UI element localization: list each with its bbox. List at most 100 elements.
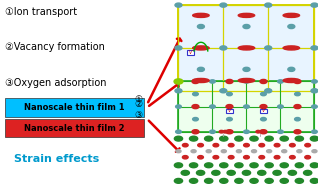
Ellipse shape [193, 13, 209, 17]
Circle shape [250, 163, 258, 168]
Circle shape [182, 143, 188, 147]
Text: ②Vacancy formation: ②Vacancy formation [4, 42, 104, 52]
Circle shape [176, 150, 181, 153]
Circle shape [312, 150, 317, 153]
Circle shape [175, 46, 182, 50]
Ellipse shape [238, 46, 255, 50]
Circle shape [227, 170, 235, 175]
Circle shape [244, 80, 249, 83]
Circle shape [223, 130, 227, 133]
Circle shape [273, 170, 281, 175]
Circle shape [265, 136, 273, 141]
Circle shape [251, 150, 256, 153]
Circle shape [258, 170, 266, 175]
Circle shape [311, 3, 318, 7]
Circle shape [288, 25, 295, 29]
Text: Strain effects: Strain effects [14, 154, 99, 164]
Circle shape [213, 143, 219, 147]
Text: Nanoscale thin film 2: Nanoscale thin film 2 [24, 124, 124, 132]
Circle shape [204, 136, 213, 141]
Circle shape [274, 156, 280, 159]
Circle shape [295, 136, 303, 141]
Circle shape [250, 178, 258, 183]
Circle shape [220, 178, 228, 183]
Circle shape [312, 80, 317, 83]
Circle shape [193, 118, 198, 121]
Circle shape [235, 163, 243, 168]
Circle shape [192, 79, 199, 84]
Circle shape [189, 136, 198, 141]
Circle shape [280, 178, 288, 183]
Circle shape [226, 92, 232, 96]
Text: V: V [189, 50, 192, 55]
Circle shape [265, 3, 272, 7]
Circle shape [282, 150, 287, 153]
Circle shape [220, 136, 228, 141]
Circle shape [228, 156, 234, 159]
Circle shape [280, 163, 288, 168]
Circle shape [295, 92, 300, 96]
Circle shape [261, 92, 266, 96]
Circle shape [174, 79, 183, 84]
Circle shape [206, 150, 211, 153]
Bar [4, 98, 144, 117]
Circle shape [312, 130, 317, 133]
Bar [4, 119, 144, 137]
Circle shape [310, 178, 319, 183]
Circle shape [176, 80, 181, 83]
Ellipse shape [238, 78, 255, 83]
Circle shape [174, 178, 182, 183]
Circle shape [243, 25, 250, 29]
Bar [226, 108, 233, 113]
Text: ③Oxygen adsorption: ③Oxygen adsorption [4, 78, 106, 88]
Circle shape [226, 118, 232, 121]
Circle shape [198, 156, 204, 159]
Circle shape [294, 79, 301, 84]
Bar [187, 50, 194, 55]
Circle shape [176, 105, 181, 108]
Circle shape [174, 163, 182, 168]
Circle shape [210, 105, 215, 108]
Ellipse shape [193, 46, 209, 50]
Circle shape [192, 105, 199, 109]
Ellipse shape [193, 78, 209, 83]
Circle shape [260, 79, 267, 84]
Circle shape [265, 46, 272, 50]
Text: ①: ① [134, 95, 142, 104]
Circle shape [288, 67, 295, 71]
Bar [178, 81, 315, 132]
Circle shape [220, 89, 227, 93]
Circle shape [259, 143, 264, 147]
Circle shape [193, 92, 198, 96]
Circle shape [260, 105, 267, 109]
Ellipse shape [283, 46, 300, 50]
Circle shape [198, 143, 204, 147]
Circle shape [278, 105, 283, 108]
Circle shape [174, 136, 182, 141]
Circle shape [295, 118, 300, 121]
Circle shape [259, 156, 264, 159]
Circle shape [192, 130, 199, 134]
Circle shape [265, 89, 272, 93]
Circle shape [260, 130, 264, 133]
Circle shape [221, 150, 226, 153]
Circle shape [278, 80, 283, 83]
Circle shape [244, 156, 249, 159]
Circle shape [235, 136, 243, 141]
Circle shape [305, 143, 310, 147]
Circle shape [226, 79, 233, 84]
Circle shape [295, 178, 303, 183]
Circle shape [310, 163, 319, 168]
Circle shape [213, 156, 219, 159]
Circle shape [250, 136, 258, 141]
Circle shape [244, 130, 249, 133]
Text: ③: ③ [134, 112, 142, 120]
Circle shape [175, 89, 182, 93]
Circle shape [265, 163, 273, 168]
Ellipse shape [283, 78, 300, 83]
Circle shape [182, 156, 188, 159]
Circle shape [220, 3, 227, 7]
Circle shape [176, 130, 181, 133]
Circle shape [295, 163, 303, 168]
Circle shape [256, 130, 260, 133]
